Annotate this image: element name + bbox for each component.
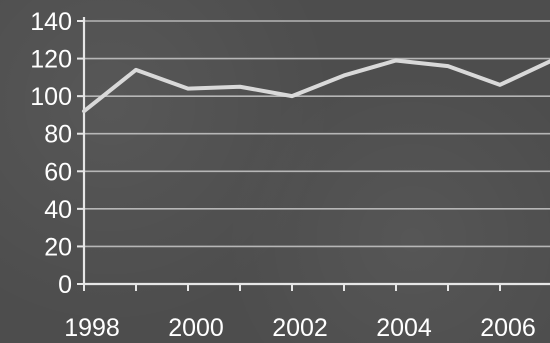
- x-tick-labels: 1998 2000 2002 2004 2006: [64, 314, 536, 342]
- x-tick-label-1998: 1998: [64, 314, 120, 342]
- y-tick-label-60: 60: [44, 158, 72, 186]
- series-line-0: [82, 58, 550, 114]
- data-point-2006: [498, 83, 502, 87]
- y-tick-label-80: 80: [44, 121, 72, 149]
- data-point-2003: [342, 73, 346, 77]
- y-tick-label-140: 140: [30, 8, 72, 36]
- x-tick-label-2006: 2006: [480, 314, 536, 342]
- x-tick-label-2004: 2004: [376, 314, 432, 342]
- y-axis: [77, 17, 86, 285]
- y-tick-label-20: 20: [44, 233, 72, 261]
- data-point-2004: [394, 58, 398, 62]
- x-tick-label-2000: 2000: [168, 314, 224, 342]
- grid-lines: [84, 20, 550, 248]
- data-point-2005: [446, 64, 450, 68]
- data-point-1999: [134, 68, 138, 72]
- x-tick-label-2002: 2002: [272, 314, 328, 342]
- y-tick-label-40: 40: [44, 196, 72, 224]
- x-axis: [83, 282, 550, 291]
- data-point-1998: [82, 109, 86, 113]
- series-group: [82, 58, 550, 114]
- y-tick-label-120: 120: [30, 46, 72, 74]
- y-tick-label-100: 100: [30, 83, 72, 111]
- data-point-2000: [186, 87, 190, 91]
- y-tick-labels: 0 20 40 60 80 100 120 140: [30, 8, 72, 299]
- y-tick-label-0: 0: [58, 271, 72, 299]
- data-point-2002: [290, 94, 294, 98]
- data-point-2001: [238, 85, 242, 89]
